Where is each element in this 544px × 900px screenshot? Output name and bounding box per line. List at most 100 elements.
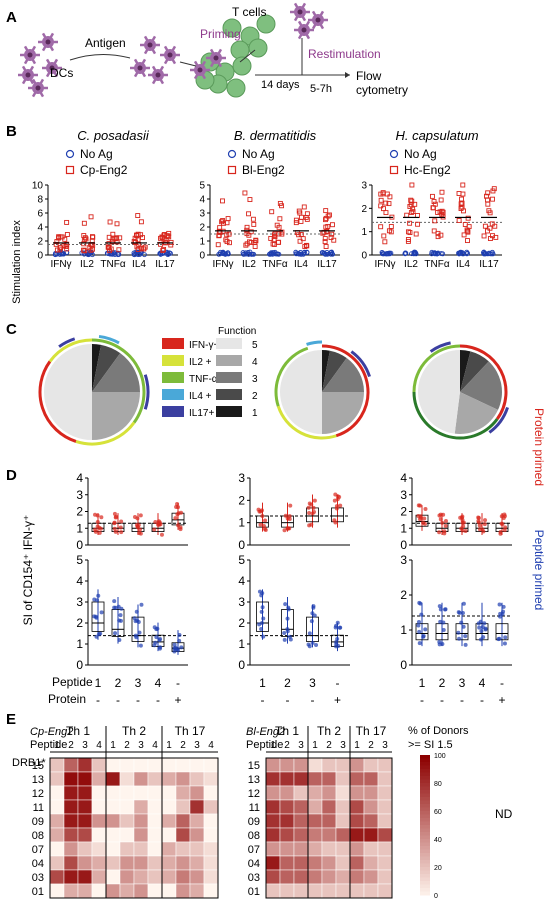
stim-index-chart: C. posadasii No Ag Cp-Eng2 0 2 4 6 8 10 IFNγ IL2 TN… — [32, 128, 178, 270]
colorbar-segment — [420, 860, 430, 864]
heatmap-cell — [279, 827, 295, 843]
antigen-point — [383, 210, 389, 216]
antigen-point — [224, 232, 230, 238]
data-point — [94, 634, 99, 639]
antigen-point — [116, 247, 122, 253]
heatmap-cell — [91, 869, 107, 885]
noag-point — [240, 250, 246, 256]
heatmap-cell — [321, 869, 337, 885]
data-point — [463, 634, 468, 639]
boxplot-chart: 0 1 2 3 4 — [76, 471, 188, 552]
heatmap-cell — [307, 827, 323, 843]
antigen-point — [269, 209, 275, 215]
data-point — [136, 619, 141, 624]
heatmap-cell — [279, 869, 295, 885]
peptide-tick: 1 — [419, 676, 426, 690]
heatmap-cell — [293, 757, 309, 773]
dc-nucleus — [147, 42, 153, 48]
antigen-point — [221, 220, 226, 226]
heatmap-cell — [63, 869, 79, 885]
heatmap-cell — [175, 855, 191, 871]
legend-text: IL2 + — [189, 357, 212, 368]
data-point — [259, 626, 264, 631]
antigen-point — [466, 224, 472, 230]
noag-point — [386, 250, 392, 256]
pie-ring-arc — [350, 350, 371, 378]
data-point — [257, 622, 262, 627]
heatmap-cell — [335, 841, 351, 857]
heatmap-cell — [321, 841, 337, 857]
antigen-point — [485, 228, 490, 234]
allele-label: 07 — [32, 844, 44, 856]
noag-point — [302, 249, 307, 255]
heatmap-cell — [133, 855, 149, 871]
data-point — [417, 517, 422, 522]
y-tick-label: 0 — [76, 538, 83, 552]
heatmap-cell — [321, 785, 337, 801]
peptide-tick: 2 — [439, 676, 446, 690]
y-tick-label: 1 — [238, 516, 245, 530]
heatmap-cell — [105, 869, 121, 885]
x-tick-label: IL2 — [242, 259, 256, 270]
allele-label: 11 — [249, 802, 260, 814]
y-tick-label: 5 — [199, 181, 205, 192]
t-cell-icon — [256, 14, 276, 34]
data-point — [309, 502, 314, 507]
data-point — [338, 503, 343, 508]
data-point — [154, 627, 159, 632]
colorbar-tick: 80 — [434, 781, 442, 788]
noag-point — [218, 249, 223, 255]
heatmap-cell — [63, 785, 79, 801]
heatmap-border — [265, 757, 393, 899]
x-tick-label: TNFα — [262, 259, 287, 270]
antigen-point — [409, 182, 415, 188]
heatmap-cell — [335, 771, 351, 787]
heatmap-cell — [133, 841, 149, 857]
dc-nucleus — [301, 27, 307, 33]
pie-slice — [322, 350, 347, 392]
heatmap-cell — [49, 869, 65, 885]
data-point — [440, 641, 445, 646]
allele-label: 04 — [32, 858, 44, 870]
peptide-tick: 2 — [115, 676, 122, 690]
data-point — [179, 645, 184, 650]
heatmap-cell — [189, 855, 205, 871]
data-point — [311, 505, 316, 510]
dendritic-cell-icon — [18, 65, 38, 85]
heatmap-cell — [363, 757, 379, 773]
data-point — [177, 633, 182, 638]
protein-tick: - — [286, 693, 290, 707]
data-point — [177, 638, 182, 643]
peptide-column-label: 3 — [82, 740, 88, 751]
antigen-point — [407, 220, 413, 226]
peptide-column-label: 3 — [298, 740, 304, 751]
heatmap-cell — [175, 869, 191, 885]
data-point — [113, 529, 118, 534]
noag-point — [464, 249, 470, 255]
y-tick-label: 0 — [361, 251, 367, 262]
dendritic-cell-icon — [130, 58, 150, 78]
legend-swatch — [162, 338, 184, 349]
x-tick-label: IL17 — [479, 259, 499, 270]
colorbar-segment — [420, 772, 430, 777]
data-point — [283, 602, 288, 607]
heatmap-cell — [161, 827, 177, 843]
data-point — [463, 642, 468, 647]
antigen-point — [271, 237, 277, 243]
antigen-point — [435, 210, 441, 215]
legend-text: IL4 + — [189, 391, 212, 402]
heatmap-cell — [335, 869, 351, 885]
colorbar-tick: 20 — [434, 865, 442, 872]
noag-point — [246, 251, 252, 257]
heatmap-cell — [265, 757, 281, 773]
peptide-primed-label: Peptide primed — [532, 530, 544, 611]
antigen-point — [415, 221, 421, 227]
allele-label: 09 — [32, 816, 44, 828]
antigen-point — [485, 190, 491, 196]
noag-point — [383, 251, 389, 257]
antigen-point — [64, 232, 70, 237]
heatmap-cell — [119, 785, 135, 801]
heatmap-cell — [321, 757, 337, 773]
